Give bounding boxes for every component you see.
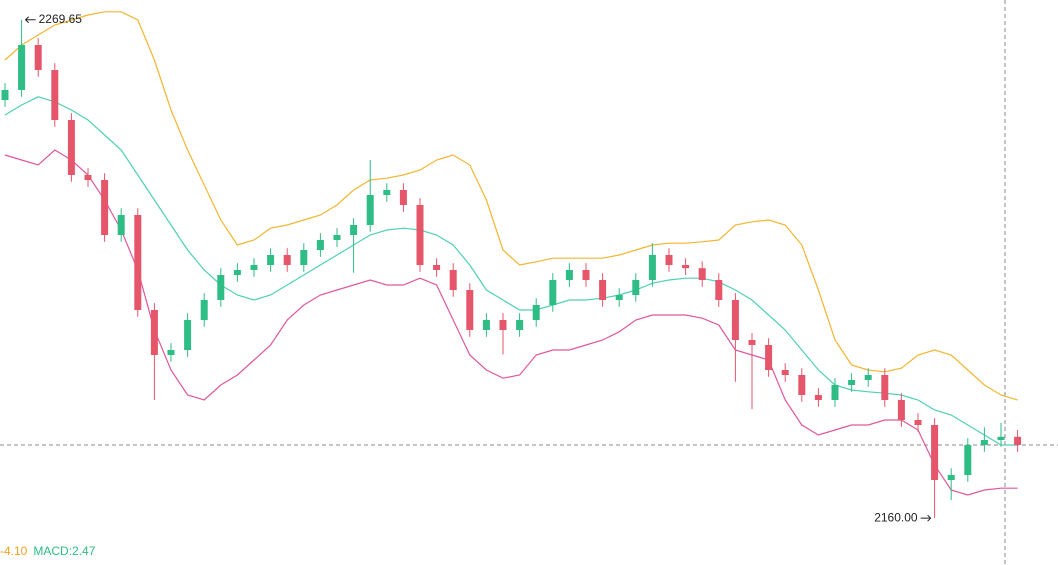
- candle-body: [267, 255, 275, 265]
- candle-body: [781, 370, 789, 375]
- low-label: 2160.00: [874, 510, 918, 524]
- candle-body: [350, 225, 358, 235]
- candle-body: [482, 320, 490, 330]
- candle-body: [18, 45, 26, 90]
- candle-body: [516, 320, 524, 330]
- candle-body: [914, 420, 922, 425]
- candle-body: [316, 240, 324, 250]
- candle-body: [150, 310, 158, 355]
- indicator-label: MACD:2.47: [33, 544, 95, 558]
- candle-body: [947, 475, 955, 480]
- candle-body: [798, 375, 806, 395]
- candle-body: [632, 280, 640, 295]
- high-label: 2269.65: [39, 12, 83, 26]
- candle-body: [233, 270, 241, 275]
- candle-body: [964, 445, 972, 475]
- candle-body: [250, 265, 258, 270]
- candle-body: [117, 215, 125, 235]
- candle-body: [333, 235, 341, 240]
- candle-body: [582, 270, 590, 280]
- candle-body: [184, 320, 192, 350]
- candle-body: [399, 190, 407, 205]
- candle-body: [300, 250, 308, 265]
- candle-body: [848, 380, 856, 385]
- band-line: [4, 149, 1018, 496]
- candle-body: [84, 175, 92, 180]
- candle-body: [449, 270, 457, 290]
- candle-body: [814, 395, 822, 400]
- candle-body: [101, 180, 109, 235]
- candle-body: [366, 195, 374, 225]
- candle-body: [283, 255, 291, 265]
- candle-body: [1, 90, 9, 100]
- candle-body: [433, 265, 441, 270]
- candle-body: [549, 280, 557, 305]
- candle-body: [864, 375, 872, 380]
- candle-body: [51, 70, 59, 120]
- candle-body: [67, 120, 75, 175]
- band-line: [4, 11, 1018, 401]
- candle-body: [648, 255, 656, 280]
- low-arrow: [920, 514, 932, 522]
- candle-body: [34, 45, 42, 70]
- plot: 2269.65 2160.00 -4.10 MACD:2.47: [0, 11, 1022, 558]
- candle-body: [599, 280, 607, 300]
- indicator-label: -4.10: [0, 544, 28, 558]
- candle-body: [831, 385, 839, 400]
- candle-body: [881, 375, 889, 400]
- candle-body: [167, 350, 175, 355]
- candle-body: [665, 255, 673, 265]
- candle-body: [765, 345, 773, 370]
- candle-body: [731, 300, 739, 340]
- candle-body: [416, 205, 424, 265]
- candle-body: [931, 425, 939, 480]
- candle-body: [200, 300, 208, 320]
- candle-body: [698, 268, 706, 280]
- candle-body: [715, 280, 723, 300]
- candle-body: [499, 320, 507, 330]
- candle-body: [134, 215, 142, 310]
- candle-body: [217, 275, 225, 300]
- candle-body: [383, 190, 391, 195]
- candle-body: [532, 305, 540, 320]
- candle-body: [565, 270, 573, 280]
- band-line: [4, 96, 1018, 446]
- candle-body: [997, 436, 1005, 440]
- candle-body: [980, 440, 988, 445]
- candle-body: [748, 340, 756, 345]
- candle-body: [466, 290, 474, 330]
- candle-body: [1014, 436, 1022, 445]
- high-arrow: [24, 16, 36, 24]
- candle-body: [615, 295, 623, 300]
- candle-body: [682, 265, 690, 269]
- candle-body: [897, 400, 905, 420]
